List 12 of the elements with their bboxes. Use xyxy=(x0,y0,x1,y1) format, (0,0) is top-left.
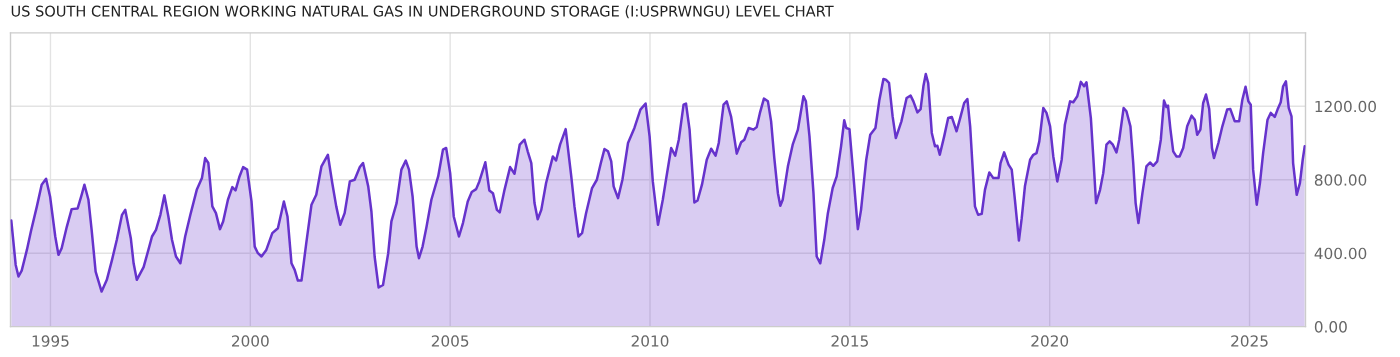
x-tick-label: 2025 xyxy=(1231,335,1268,347)
chart-title: US SOUTH CENTRAL REGION WORKING NATURAL GAS IN UNDERGROUND STORAGE (I:USPRWNGU) LEVEL CHART xyxy=(11,5,834,19)
y-tick-label: 1200.00 xyxy=(1315,100,1376,113)
y-tick-label: 0.00 xyxy=(1314,321,1347,333)
x-tick-label: 2000 xyxy=(231,335,269,347)
x-tick-label: 1995 xyxy=(32,335,69,347)
y-tick-label: 800.00 xyxy=(1314,174,1367,186)
y-tick-label: 400.00 xyxy=(1314,247,1367,260)
x-tick-label: 2010 xyxy=(631,335,669,347)
x-tick-label: 2020 xyxy=(1031,335,1069,347)
x-tick-label: 2005 xyxy=(431,335,469,347)
x-tick-label: 2015 xyxy=(831,335,868,347)
